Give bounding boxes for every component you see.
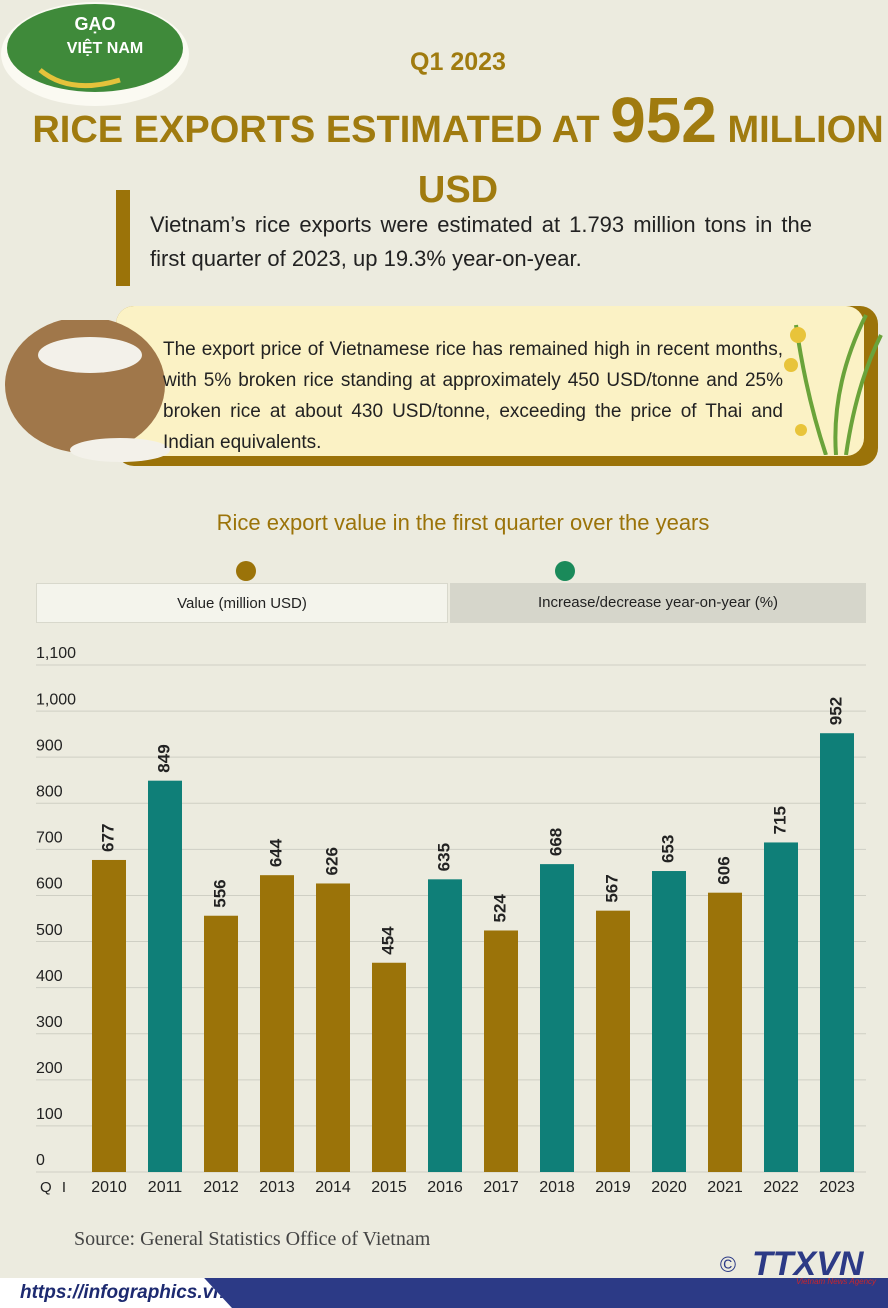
y-tick-label: 200	[36, 1060, 63, 1077]
x-tick-label: 2022	[763, 1179, 799, 1196]
note-box	[116, 306, 864, 456]
rice-sack	[5, 320, 170, 462]
chart: Q I 0 100 200 300 400 500 600 700 800 900 1,000 1,1…	[36, 645, 866, 1196]
bar	[820, 733, 854, 1172]
bar	[708, 892, 742, 1172]
bar	[92, 859, 126, 1172]
bar	[428, 879, 462, 1172]
logo: GẠO VIỆT NAM	[1, 2, 189, 106]
price-note: The export price of Vietnamese rice has …	[163, 339, 783, 453]
y-tick-label: 1,000	[36, 691, 76, 708]
bar	[148, 780, 182, 1172]
y-tick-label: 0	[36, 1152, 45, 1169]
tab[interactable]: Value (million USD)	[36, 583, 448, 623]
bar	[316, 883, 350, 1172]
data-label: 668	[546, 828, 565, 856]
x-tick-label: 2017	[483, 1179, 519, 1196]
agency: TTXVN	[752, 1246, 865, 1283]
data-label: 677	[98, 824, 117, 852]
x-tick-label: 2014	[315, 1179, 351, 1196]
bar	[652, 871, 686, 1172]
x-tick-label: 2016	[427, 1179, 463, 1196]
x-tick-label: 2021	[707, 1179, 743, 1196]
y-tick-label: 600	[36, 876, 63, 893]
data-label: 626	[322, 847, 341, 875]
y-tick-label: 900	[36, 737, 63, 754]
chart-title: Rice export value in the first quarter o…	[216, 510, 710, 535]
bar	[204, 915, 238, 1172]
headline: RICE EXPORTS ESTIMATED AT 952 MILLION US…	[20, 88, 888, 220]
logo-text: VIỆT NAM	[67, 38, 143, 57]
x-tick-label: 2023	[819, 1179, 855, 1196]
copyright: ©	[720, 1252, 736, 1277]
tab[interactable]: Increase/decrease year-on-year (%)	[450, 583, 866, 623]
x-tick-label: 2013	[259, 1179, 295, 1196]
logo-text: GẠO	[74, 14, 115, 34]
data-label: 849	[154, 744, 173, 772]
x-tick-label: 2015	[371, 1179, 407, 1196]
url[interactable]: https://infographics.vn	[0, 1278, 232, 1308]
y-tick-label: 800	[36, 783, 63, 800]
y-tick-label: 100	[36, 1106, 63, 1123]
rice-stalk	[784, 314, 883, 455]
data-label: 635	[434, 843, 453, 871]
y-tick-label: 700	[36, 830, 63, 847]
data-label: 653	[658, 835, 677, 863]
data-label: 715	[770, 806, 789, 834]
data-label: 524	[490, 894, 509, 923]
headline-number: 952	[610, 84, 717, 156]
headline-text: MILLION USD	[417, 109, 884, 211]
data-label: 454	[378, 926, 397, 955]
y-tick-label: 500	[36, 922, 63, 939]
y-tick-label: 1,100	[36, 645, 76, 662]
data-label: 606	[714, 856, 733, 884]
y-tick-label: 400	[36, 968, 63, 985]
kicker: Q1 2023	[410, 48, 506, 76]
data-label: 644	[266, 838, 285, 867]
bar	[260, 875, 294, 1172]
source: Source: General Statistics Office of Vie…	[74, 1228, 431, 1250]
bar	[764, 842, 798, 1172]
y-tick-label: 300	[36, 1014, 63, 1031]
x-tick-label: 2019	[595, 1179, 631, 1196]
data-label: 952	[826, 697, 845, 725]
x-tick-label: 2011	[148, 1179, 183, 1196]
bar	[540, 864, 574, 1172]
agency-full: Vietnam News Agency	[796, 1277, 877, 1286]
data-label: 567	[602, 874, 621, 902]
x-tick-label: 2018	[539, 1179, 575, 1196]
x-tick-label: 2020	[651, 1179, 687, 1196]
headline-text: RICE EXPORTS ESTIMATED AT	[32, 109, 600, 151]
intro: Vietnam’s rice exports were estimated at…	[150, 212, 812, 271]
bar	[372, 962, 406, 1172]
tab-icons	[236, 561, 575, 581]
x-tick-label: 2012	[203, 1179, 239, 1196]
data-label: 556	[210, 879, 229, 907]
x-tick-label: 2010	[91, 1179, 127, 1196]
bar	[596, 910, 630, 1172]
bar	[484, 930, 518, 1172]
accent-bar	[116, 190, 130, 286]
agency-logo: © TTXVN Vietnam News Agency	[720, 1246, 877, 1286]
x-axis-label: Q I	[40, 1179, 69, 1196]
